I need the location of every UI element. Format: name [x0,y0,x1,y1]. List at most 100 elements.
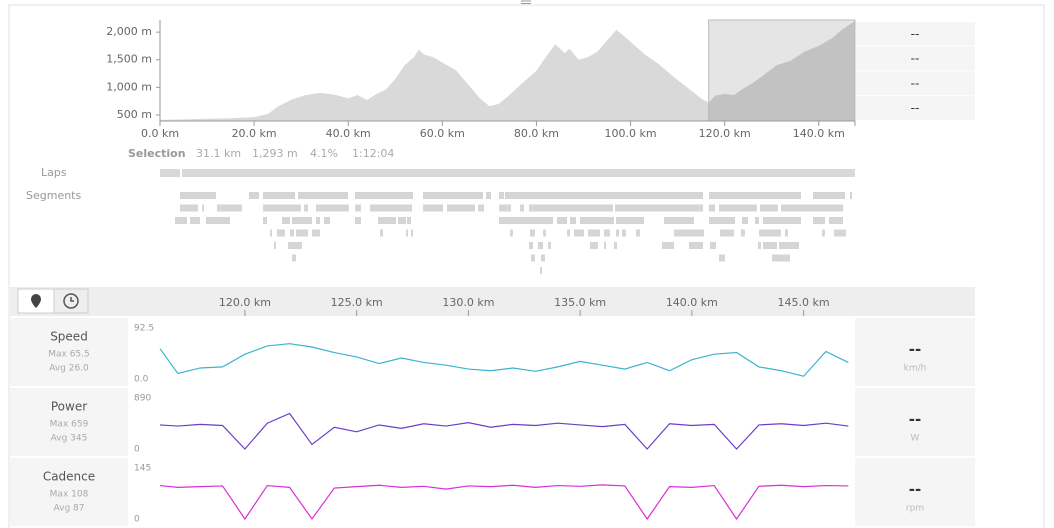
segment-bar[interactable] [190,217,200,224]
segment-bar[interactable] [180,192,216,199]
segment-bar[interactable] [763,242,777,249]
map-tab[interactable] [17,288,55,314]
segment-bar[interactable] [822,229,825,237]
segment-bar[interactable] [406,229,408,237]
segment-bar[interactable] [316,217,320,224]
segment-bar[interactable] [781,204,843,212]
segment-bar[interactable] [304,204,308,212]
segment-bar[interactable] [709,204,715,212]
segment-bar[interactable] [813,192,845,199]
segment-bar[interactable] [709,217,735,224]
segment-bar[interactable] [423,204,443,212]
time-tab[interactable] [53,288,89,314]
segment-bar[interactable] [543,229,546,237]
segment-bar[interactable] [478,204,484,212]
segment-bar[interactable] [719,254,725,262]
segment-bar[interactable] [520,204,524,212]
segment-bar[interactable] [662,242,674,249]
segment-bar[interactable] [274,242,276,249]
segment-bar[interactable] [355,192,413,199]
segment-bar[interactable] [316,204,349,212]
segment-bar[interactable] [674,229,704,237]
segment-bar[interactable] [499,204,511,212]
segment-bar[interactable] [407,217,411,224]
segment-bar[interactable] [829,217,843,224]
segment-bar[interactable] [378,217,396,224]
segment-bar[interactable] [741,229,745,237]
segment-bar[interactable] [249,192,259,199]
segment-bar[interactable] [370,204,412,212]
segment-bar[interactable] [398,217,406,224]
segment-bar[interactable] [622,229,626,237]
segment-bar[interactable] [423,192,483,199]
segment-bar[interactable] [529,242,533,249]
segment-bar[interactable] [499,192,504,199]
segment-bar[interactable] [574,229,584,237]
segment-bar[interactable] [834,229,846,237]
segment-bar[interactable] [570,217,576,224]
segment-bar[interactable] [296,229,308,237]
segment-bar[interactable] [217,204,242,212]
segment-bar[interactable] [763,217,801,224]
segment-bar[interactable] [710,242,716,249]
segment-bar[interactable] [850,192,852,199]
segment-bar[interactable] [538,242,543,249]
segment-bar[interactable] [758,242,761,249]
segment-bar[interactable] [590,242,598,249]
segment-bar[interactable] [355,204,361,212]
segment-bar[interactable] [772,254,790,262]
segment-bar[interactable] [292,254,296,262]
segment-bar[interactable] [270,229,272,237]
segment-bar[interactable] [180,204,198,212]
segment-bar[interactable] [324,217,330,224]
segment-bar[interactable] [719,204,757,212]
segment-bar[interactable] [720,229,734,237]
segment-bar[interactable] [742,217,748,224]
segment-bar[interactable] [499,217,553,224]
segment-bar[interactable] [540,267,542,274]
segment-bar[interactable] [813,217,825,224]
segment-bar[interactable] [510,229,513,237]
segment-bar[interactable] [616,229,619,237]
segment-bar[interactable] [298,192,348,199]
segment-bar[interactable] [277,229,285,237]
segment-bar[interactable] [548,242,551,249]
laps-bar[interactable] [160,169,855,177]
segment-bar[interactable] [530,229,535,237]
segment-bar[interactable] [505,192,703,199]
segment-bar[interactable] [604,242,606,249]
segment-bar[interactable] [541,254,545,262]
segment-bar[interactable] [282,217,290,224]
segment-bar[interactable] [312,229,320,237]
segment-bar[interactable] [355,217,361,224]
segment-bar[interactable] [779,242,799,249]
segment-bar[interactable] [664,217,694,224]
segment-bar[interactable] [760,204,778,212]
segment-bar[interactable] [292,217,312,224]
segment-bar[interactable] [206,217,230,224]
segment-bar[interactable] [689,242,703,249]
segment-bar[interactable] [557,217,567,224]
segment-bar[interactable] [580,217,614,224]
segment-bar[interactable] [588,229,600,237]
segment-bar[interactable] [290,229,294,237]
segment-bar[interactable] [529,204,613,212]
segment-bar[interactable] [615,204,703,212]
drag-handle[interactable] [521,0,531,4]
segment-bar[interactable] [288,242,302,249]
segment-bar[interactable] [486,192,491,199]
segment-bar[interactable] [604,229,610,237]
segment-bar[interactable] [447,204,475,212]
segment-bar[interactable] [567,229,570,237]
segment-bar[interactable] [709,192,801,199]
segment-bar[interactable] [614,242,617,249]
segment-bar[interactable] [785,229,788,237]
segment-bar[interactable] [380,229,383,237]
segment-bar[interactable] [263,217,267,224]
segment-bar[interactable] [411,229,413,237]
segment-bar[interactable] [202,204,204,212]
segment-bar[interactable] [616,217,644,224]
segment-bar[interactable] [263,192,295,199]
segment-bar[interactable] [175,217,187,224]
segment-bar[interactable] [263,204,301,212]
